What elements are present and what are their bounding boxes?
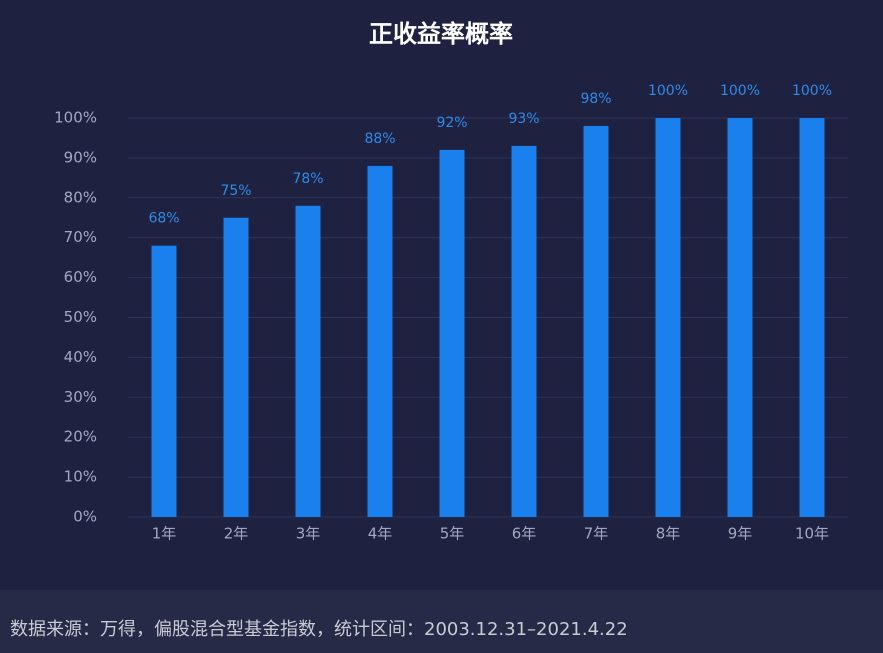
x-tick-label: 10年 <box>795 525 829 543</box>
y-tick-label: 100% <box>54 109 97 127</box>
x-tick-label: 9年 <box>728 525 753 543</box>
value-label: 88% <box>364 131 395 147</box>
bar <box>799 118 825 517</box>
chart-title: 正收益率概率 <box>369 20 513 48</box>
bar <box>439 149 465 518</box>
source-note: 数据来源：万得，偏股混合型基金指数，统计区间：2003.12.31–2021.4… <box>10 619 628 640</box>
y-tick-label: 40% <box>64 348 97 366</box>
x-tick-label: 7年 <box>584 525 609 543</box>
bar <box>583 125 609 517</box>
x-tick-label: 5年 <box>440 525 465 543</box>
bar <box>727 118 753 517</box>
x-tick-label: 6年 <box>512 525 537 543</box>
bar <box>655 118 681 517</box>
value-label: 92% <box>436 115 467 131</box>
x-tick-label: 2年 <box>224 525 249 543</box>
value-label: 68% <box>148 211 179 227</box>
y-tick-label: 20% <box>64 428 97 446</box>
x-tick-label: 3年 <box>296 525 321 543</box>
y-tick-label: 0% <box>73 508 97 526</box>
x-tick-label: 4年 <box>368 525 393 543</box>
value-label: 78% <box>292 171 323 187</box>
bar <box>151 245 177 517</box>
x-tick-label: 1年 <box>152 525 177 543</box>
value-label: 98% <box>580 91 611 107</box>
value-label: 100% <box>720 83 760 99</box>
y-tick-label: 60% <box>64 268 97 286</box>
y-tick-label: 80% <box>64 188 97 206</box>
footer-band <box>0 590 883 653</box>
value-label: 100% <box>792 83 832 99</box>
y-tick-label: 90% <box>64 148 97 166</box>
value-label: 100% <box>648 83 688 99</box>
y-tick-label: 50% <box>64 308 97 326</box>
bar <box>295 205 321 517</box>
y-tick-label: 10% <box>64 468 97 486</box>
bar <box>511 145 537 517</box>
y-tick-label: 30% <box>64 388 97 406</box>
x-tick-label: 8年 <box>656 525 681 543</box>
y-tick-label: 70% <box>64 228 97 246</box>
bar <box>367 165 393 517</box>
value-label: 93% <box>508 111 539 127</box>
bar <box>223 217 249 517</box>
value-label: 75% <box>220 183 251 199</box>
